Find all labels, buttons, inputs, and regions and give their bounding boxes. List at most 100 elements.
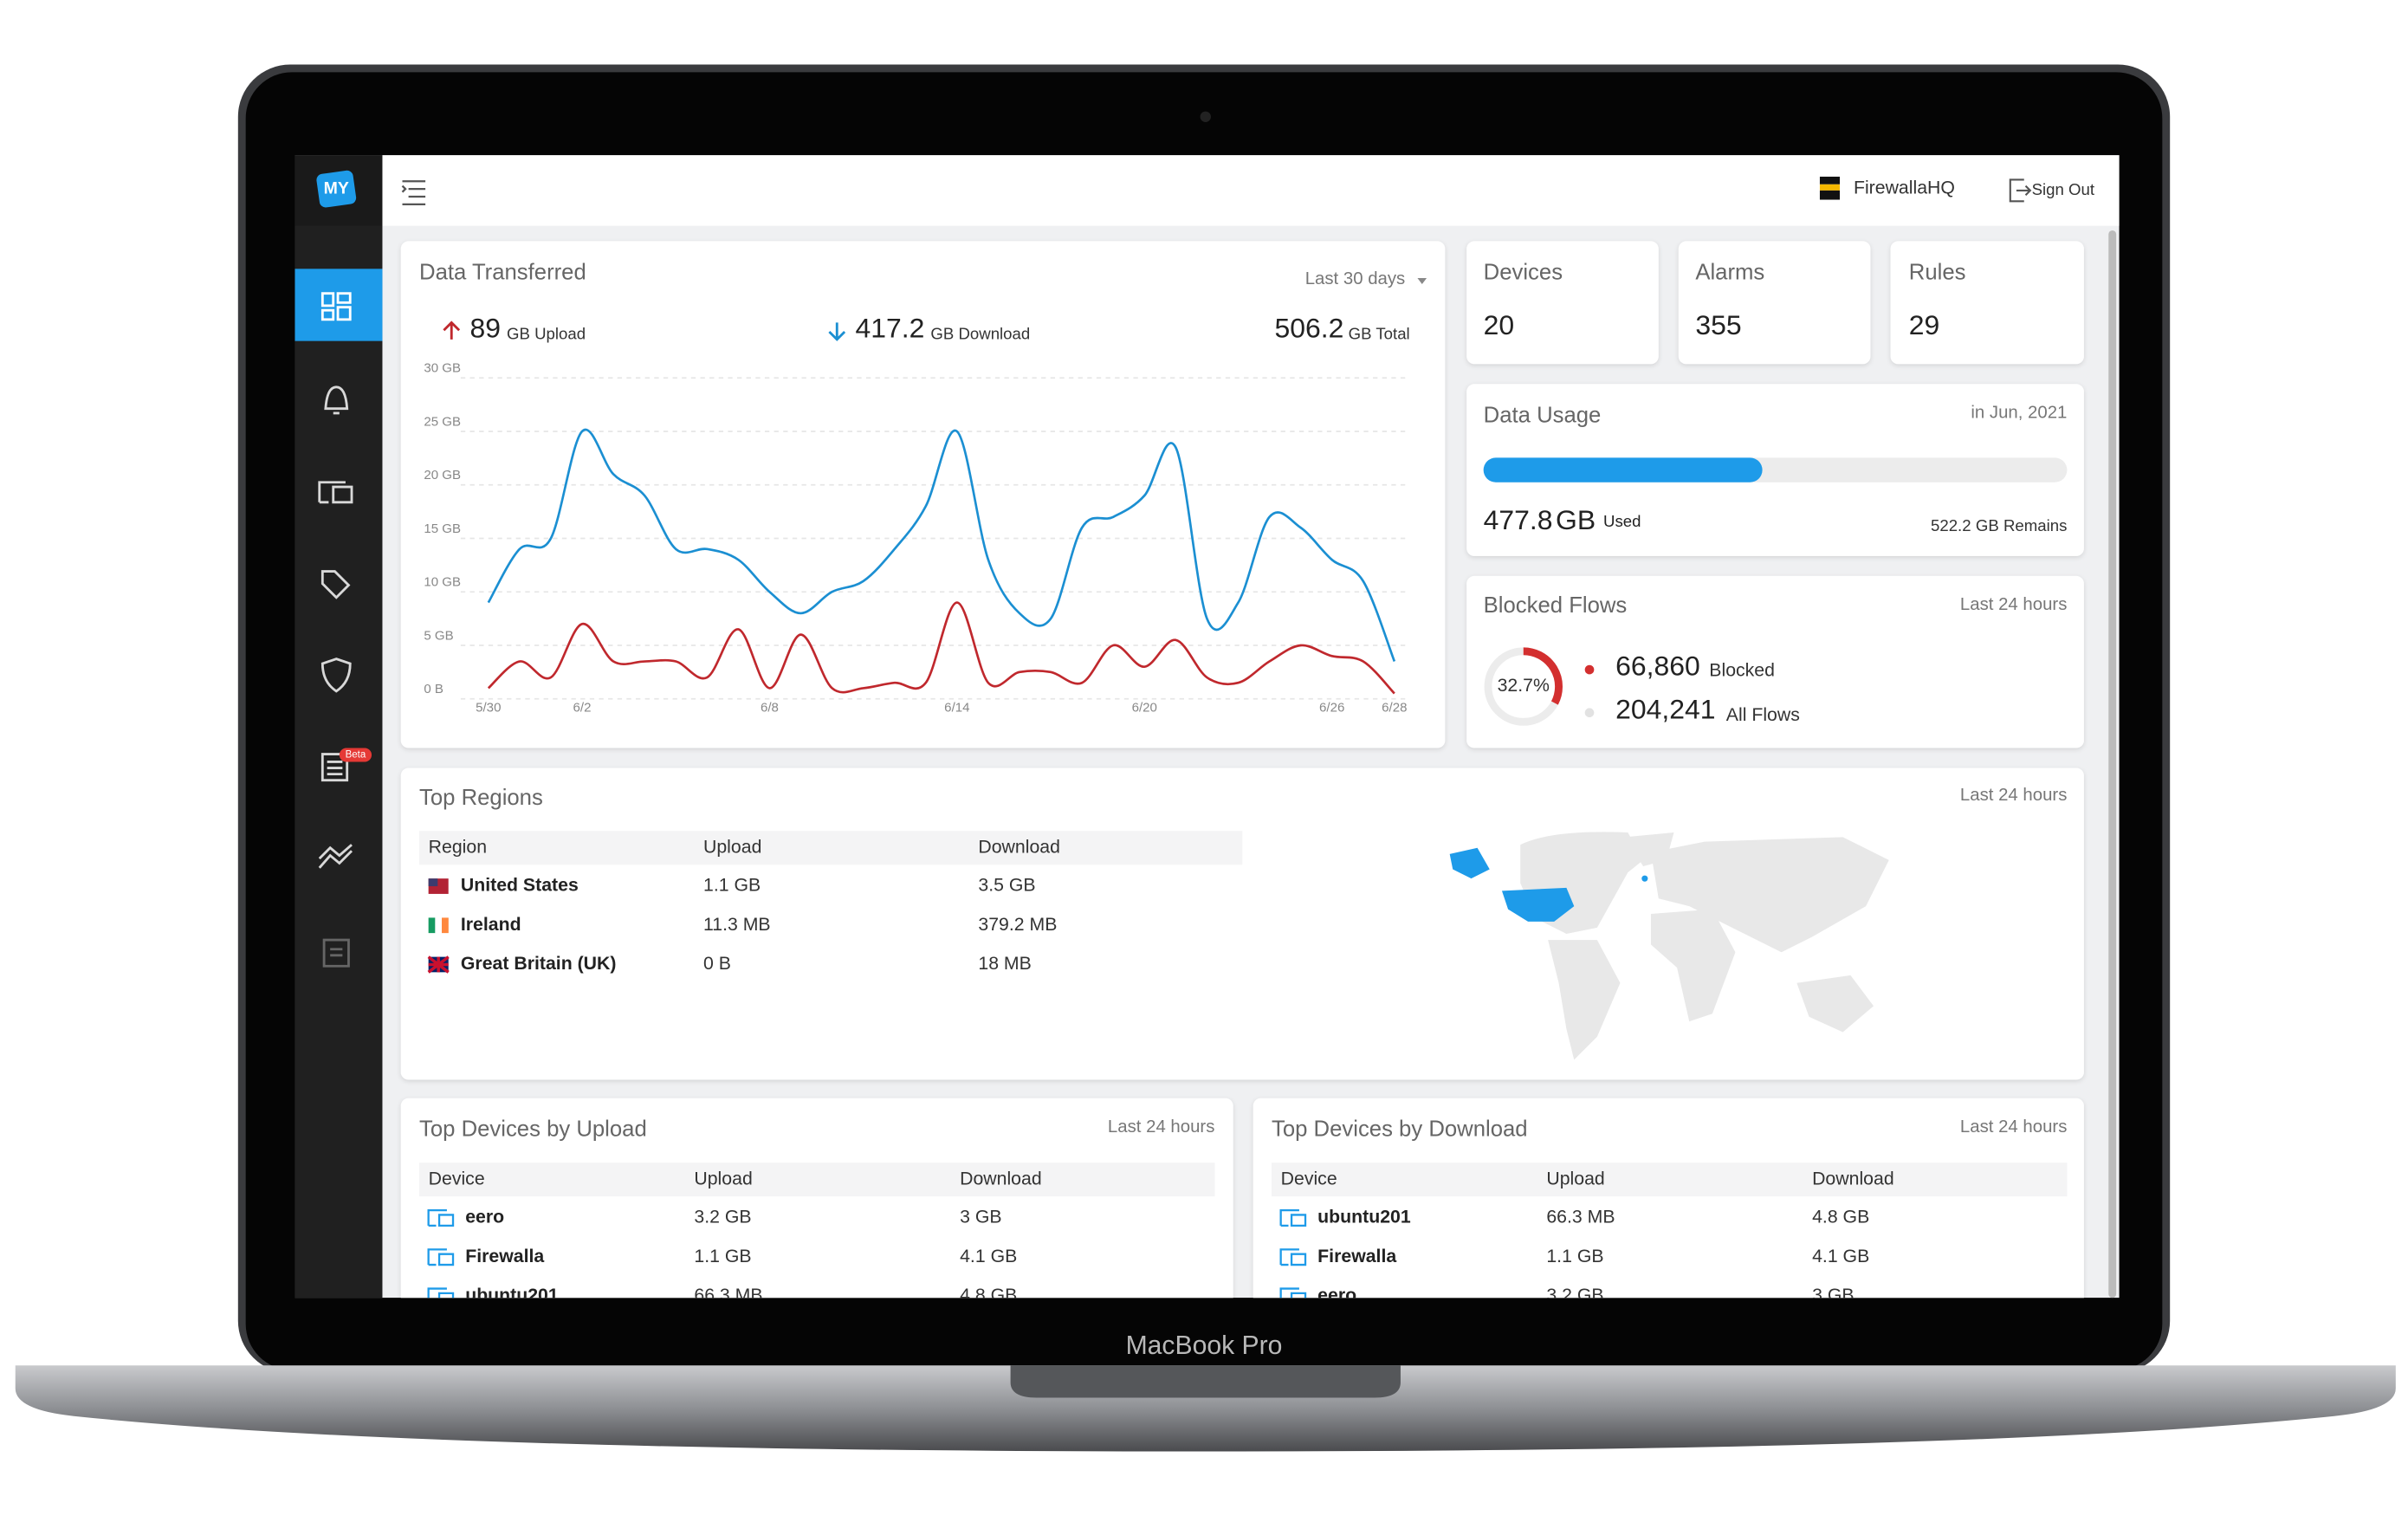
device-icon xyxy=(427,1248,455,1266)
cell: 4.8 GB xyxy=(960,1285,1017,1305)
map-australia xyxy=(1796,975,1874,1033)
stat-label: Devices xyxy=(1484,260,1563,284)
download-total: 417.2 xyxy=(856,313,925,344)
cell-name[interactable]: eero xyxy=(465,1207,504,1227)
cell: 3.2 GB xyxy=(694,1207,751,1227)
stats: Devices 20 Alarms 355 Rules 29 xyxy=(1484,260,1966,340)
cell: 1.1 GB xyxy=(703,875,761,896)
period: Last 24 hours xyxy=(1960,595,2067,614)
cell-name[interactable]: ubuntu201 xyxy=(465,1285,559,1305)
laptop-model: MacBook Pro xyxy=(1126,1331,1283,1360)
menu-toggle[interactable] xyxy=(401,180,426,206)
legend-dot xyxy=(1584,708,1595,718)
map-usa xyxy=(1501,887,1575,922)
card-title: Top Devices by Download xyxy=(1272,1117,1528,1142)
column-header: Download xyxy=(978,836,1060,857)
notch xyxy=(1010,1365,1401,1398)
cell: 4.1 GB xyxy=(960,1246,1017,1266)
nav-icons xyxy=(318,385,353,968)
brand: MY xyxy=(324,178,349,198)
table-header xyxy=(1272,1163,2068,1197)
column-header: Region xyxy=(429,836,487,857)
card-title: Top Devices by Upload xyxy=(419,1117,647,1142)
y-tick-label: 5 GB xyxy=(424,628,453,643)
stat-card[interactable] xyxy=(1678,241,1871,365)
org-flag xyxy=(1819,176,1841,185)
period-select[interactable]: Last 30 days xyxy=(1305,269,1406,288)
download-unit: GB Download xyxy=(930,324,1030,342)
cell: 3 GB xyxy=(1812,1285,1854,1305)
cell-name[interactable]: Great Britain (UK) xyxy=(461,953,617,974)
cell-name[interactable]: ubuntu201 xyxy=(1317,1207,1411,1227)
cell-name[interactable]: United States xyxy=(461,875,579,896)
cell-name[interactable]: Firewalla xyxy=(465,1246,544,1266)
cell: 0 B xyxy=(703,953,731,974)
column-header: Upload xyxy=(703,836,761,857)
column-header: Upload xyxy=(694,1168,752,1188)
sidebar xyxy=(295,155,383,1299)
nav-tags[interactable] xyxy=(320,570,351,599)
x-tick-label: 6/26 xyxy=(1319,700,1344,715)
tables: Top Regions Last 24 hours Region Upload Down… xyxy=(419,786,2068,1305)
base xyxy=(15,1365,2396,1452)
screen: MY Beta FirewallaHQ Sign Out Data Transf… xyxy=(295,155,2120,1305)
stat-card[interactable] xyxy=(1466,241,1659,365)
cell-name[interactable]: Firewalla xyxy=(1317,1246,1396,1266)
cell: 3.2 GB xyxy=(1546,1285,1603,1305)
nav-alarms[interactable] xyxy=(324,385,349,415)
nav-logs[interactable] xyxy=(322,938,350,968)
world-map xyxy=(1449,832,1889,1060)
top-download-card xyxy=(1253,1098,2084,1299)
device-icon xyxy=(427,1287,455,1299)
remaining: 522.2 GB Remains xyxy=(1931,516,2067,534)
all-count: 204,241 xyxy=(1615,693,1715,724)
x-tick-label: 6/28 xyxy=(1382,700,1407,715)
stat-card[interactable] xyxy=(1890,241,2084,365)
cell: 1.1 GB xyxy=(694,1246,751,1266)
x-tick-label: 6/2 xyxy=(573,700,592,715)
stat-value: 355 xyxy=(1695,309,1741,340)
column-header: Download xyxy=(960,1168,1042,1188)
nav-trends[interactable] xyxy=(318,844,353,869)
stat-value: 29 xyxy=(1909,309,1940,340)
cell: 66.3 MB xyxy=(1546,1207,1615,1227)
map-alaska xyxy=(1449,847,1490,879)
column-header: Upload xyxy=(1546,1168,1604,1188)
cell-name[interactable]: Ireland xyxy=(461,914,521,935)
x-tick-label: 6/14 xyxy=(944,700,969,715)
y-tick-label: 25 GB xyxy=(424,414,461,429)
cell: 1.1 GB xyxy=(1546,1246,1603,1266)
legend-dot xyxy=(1584,664,1595,675)
series-line xyxy=(487,601,1395,695)
x-tick-label: 5/30 xyxy=(476,700,501,715)
beta-label: Beta xyxy=(346,750,366,761)
stat-label: Alarms xyxy=(1695,260,1764,284)
sign-out[interactable]: Sign Out xyxy=(2032,180,2095,198)
nav-rules[interactable] xyxy=(320,657,352,693)
upload-total: 89 xyxy=(470,313,502,344)
y-tick-label: 30 GB xyxy=(424,361,461,376)
device-icon xyxy=(427,1208,455,1227)
nav-reports[interactable] xyxy=(320,753,349,782)
beta-badge xyxy=(339,748,372,762)
column-header: Download xyxy=(1812,1168,1894,1188)
cell: 3.5 GB xyxy=(978,875,1035,896)
cell: 4.8 GB xyxy=(1812,1207,1869,1227)
nav-dashboard-icon xyxy=(320,292,352,321)
used-value: 477.8 xyxy=(1484,504,1553,535)
used-label: Used xyxy=(1603,512,1641,530)
used-unit: GB xyxy=(1556,504,1596,535)
logo[interactable] xyxy=(315,170,357,209)
device-icon xyxy=(1279,1248,1307,1266)
nav-active[interactable] xyxy=(295,269,383,341)
cell: 3 GB xyxy=(960,1207,1001,1227)
stat-value: 20 xyxy=(1484,309,1515,340)
card-title: Data Usage xyxy=(1484,403,1602,427)
org-name[interactable]: FirewallaHQ xyxy=(1854,178,1955,198)
nav-devices[interactable] xyxy=(318,481,353,504)
cell-name[interactable]: eero xyxy=(1317,1285,1356,1305)
all-label: All Flows xyxy=(1726,704,1800,725)
data-transferred-card xyxy=(400,241,1446,748)
y-tick-label: 15 GB xyxy=(424,521,461,536)
